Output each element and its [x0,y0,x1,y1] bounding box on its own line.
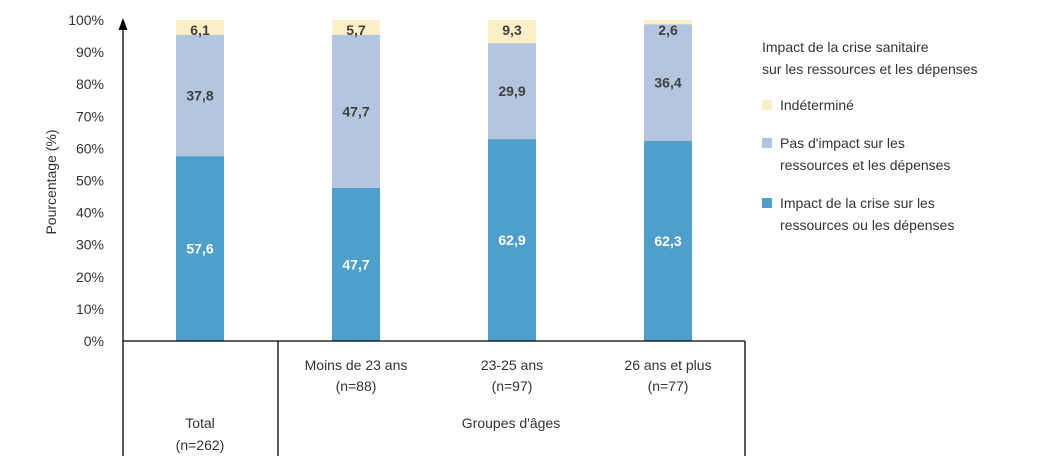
y-tick-label: 50% [76,173,104,189]
data-label: 36,4 [654,75,681,91]
legend-swatch [762,100,772,110]
bar-segment [176,34,224,157]
y-tick-label: 30% [76,237,104,253]
y-tick-label: 100% [68,12,104,28]
legend-item-label: Indéterminé [780,97,854,113]
bar-segment [332,187,380,341]
legend-item-indetermine: Indéterminé [762,94,1052,116]
y-tick-label: 80% [76,76,104,92]
category-label-total-n: (n=262) [176,437,225,453]
bar-segment [644,20,692,25]
y-tick-label: 70% [76,108,104,124]
data-label: 47,7 [342,256,369,272]
data-label: 47,7 [342,103,369,119]
data-label: 9,3 [502,22,522,38]
category-label-total: Total [185,415,215,431]
category-label-line1: 26 ans et plus [624,357,711,373]
legend-title-line2: sur les ressources et les dépenses [762,61,978,77]
bar-segment [176,20,224,35]
legend-swatch [762,138,772,148]
group-label: Groupes d'âges [462,415,560,431]
data-label: 6,1 [190,22,210,38]
legend: Impact de la crise sanitaire sur les res… [762,36,1052,252]
category-label-line2: (n=97) [492,378,533,394]
data-label: 5,7 [346,22,366,38]
legend-item-pas-d-impact: Pas d'impact sur les ressources et les d… [762,132,1052,176]
bar-segment [644,141,692,341]
y-axis-ticks: 0% 10% 20% 30% 40% 50% 60% 70% 80% 90% 100% [68,12,104,349]
data-label: 62,3 [654,233,681,249]
y-tick-label: 40% [76,205,104,221]
category-label-line2: (n=77) [648,378,689,394]
legend-title-line1: Impact de la crise sanitaire [762,39,929,55]
data-labels: 57,6 37,8 6,1 47,7 47,7 5,7 62,9 29,9 9,3 62,3 36,… [186,22,681,272]
bar-segment [644,24,692,142]
data-label: 2,6 [658,22,678,38]
y-tick-label: 0% [84,333,104,349]
category-label-line1: 23-25 ans [481,357,543,373]
bar-segment [176,156,224,341]
data-label: 37,8 [186,87,213,103]
bar-segment [332,34,380,188]
bar-segment [488,139,536,341]
legend-item-label-line2: ressources ou les dépenses [780,217,955,233]
category-label-line2: (n=88) [336,378,377,394]
data-label: 62,9 [498,232,525,248]
legend-swatch [762,198,772,208]
category-label-line1: Moins de 23 ans [305,357,408,373]
y-tick-label: 10% [76,301,104,317]
bar-segment [488,43,536,140]
legend-item-label-line1: Pas d'impact sur les [780,135,905,151]
bar-segment [332,20,380,35]
y-tick-label: 60% [76,140,104,156]
y-axis-label: Pourcentage (%) [43,129,59,234]
data-label: 57,6 [186,241,213,257]
bar-segment [488,20,536,44]
bars [176,20,692,341]
y-axis-arrow [118,18,128,30]
legend-item-impact: Impact de la crise sur les ressources ou… [762,192,1052,236]
legend-title: Impact de la crise sanitaire sur les res… [762,36,1052,80]
data-label: 29,9 [498,83,525,99]
legend-item-label-line1: Impact de la crise sur les [780,195,935,211]
y-tick-label: 90% [76,44,104,60]
legend-item-label-line2: ressources et les dépenses [780,157,951,173]
y-tick-label: 20% [76,269,104,285]
